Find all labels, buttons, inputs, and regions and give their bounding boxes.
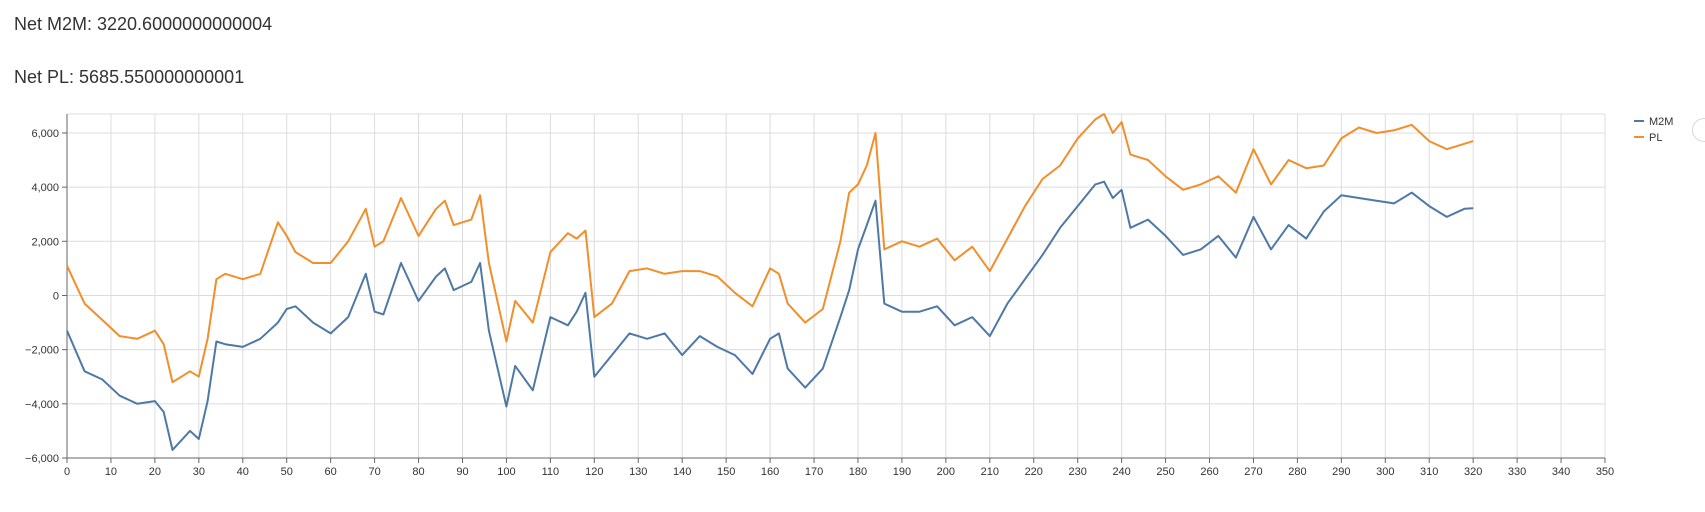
x-tick-label: 190 [893,466,911,478]
x-tick-label: 340 [1552,466,1570,478]
y-tick-label: 6,000 [31,128,59,140]
x-tick-label: 150 [717,466,735,478]
x-tick-label: 200 [937,466,955,478]
x-tick-label: 270 [1244,466,1262,478]
x-tick-label: 80 [412,466,424,478]
y-gridlines [67,113,1605,459]
x-gridlines [66,114,1606,458]
y-tick-label: −6,000 [25,453,59,465]
series-lines[interactable] [66,113,1474,451]
x-tick-label: 130 [629,466,647,478]
x-tick-label: 110 [542,466,560,478]
x-tick-label: 350 [1596,466,1614,478]
x-tick-labels: 0 10 20 30 40 50 60 70 80 90 100 110 120 130 140 150 160… [64,466,1614,478]
x-tick-label: 320 [1464,466,1482,478]
y-tick-label: 0 [53,290,59,302]
x-tick-label: 180 [849,466,867,478]
x-tick-label: 300 [1376,466,1394,478]
axes [62,114,1606,463]
x-tick-label: 240 [1112,466,1130,478]
x-tick-label: 50 [281,466,293,478]
x-tick-label: 120 [585,466,603,478]
x-tick-label: 0 [64,466,70,478]
x-tick-label: 160 [761,466,779,478]
x-tick-label: 20 [149,466,161,478]
x-tick-label: 260 [1200,466,1218,478]
x-tick-label: 140 [673,466,691,478]
y-tick-label: −4,000 [25,399,59,411]
legend[interactable]: M2M PL [1634,116,1673,144]
legend-label-pl[interactable]: PL [1649,132,1662,144]
x-tick-label: 170 [805,466,823,478]
legend-label-m2m[interactable]: M2M [1649,116,1673,128]
x-tick-label: 250 [1156,466,1174,478]
y-tick-label: 2,000 [31,236,59,248]
y-tick-label: −2,000 [25,345,59,357]
x-tick-label: 330 [1508,466,1526,478]
x-tick-label: 70 [368,466,380,478]
x-tick-label: 220 [1025,466,1043,478]
x-tick-label: 310 [1420,466,1438,478]
y-tick-label: 4,000 [31,182,59,194]
net-pl-label: Net PL: 5685.550000000001 [14,67,245,87]
x-tick-label: 60 [325,466,337,478]
series-line-m2m[interactable] [66,180,1474,451]
x-tick-label: 280 [1288,466,1306,478]
x-tick-label: 100 [497,466,515,478]
x-tick-label: 210 [981,466,999,478]
x-tick-label: 90 [456,466,468,478]
series-line-pl[interactable] [66,113,1474,384]
net-m2m-label: Net M2M: 3220.6000000000004 [14,14,273,34]
x-tick-label: 10 [105,466,117,478]
x-tick-label: 290 [1332,466,1350,478]
x-tick-label: 230 [1069,466,1087,478]
x-tick-label: 40 [237,466,249,478]
x-tick-label: 30 [193,466,205,478]
y-tick-labels: −6,000 −4,000 −2,000 0 2,000 4,000 6,000 [25,128,59,465]
